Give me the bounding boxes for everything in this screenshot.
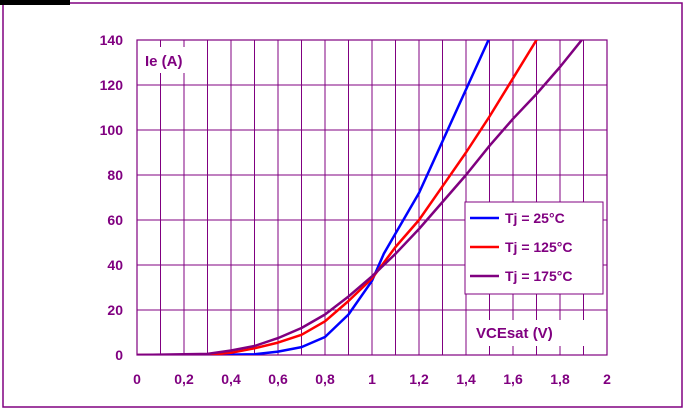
x-tick-label: 0,4 [221,371,241,387]
corner-tab [0,0,70,5]
x-tick-label: 0,6 [268,371,288,387]
x-tick-label: 1,8 [550,371,570,387]
y-tick-label: 140 [100,32,124,48]
series-line-1 [137,40,490,355]
y-tick-label: 0 [115,347,123,363]
y-tick-label: 60 [107,212,123,228]
y-tick-label: 80 [107,167,123,183]
x-tick-label: 1,6 [503,371,523,387]
series-line-2 [137,40,538,355]
xlabel-box [470,320,605,346]
legend-label: Tj = 175°C [505,268,572,284]
legend: Tj = 25°C Tj = 125°C Tj = 175°C [464,201,604,295]
legend-label: Tj = 125°C [505,239,572,255]
legend-label: Tj = 25°C [505,210,565,226]
grid-layer [136,39,608,356]
series-line-3 [137,40,584,355]
y-tick-label: 100 [100,122,124,138]
series-layer [137,40,584,355]
y-axis-label: Ie (A) [145,53,183,70]
y-tick-label: 120 [100,77,124,93]
plot-border [136,39,608,356]
x-tick-label: 0,8 [315,371,335,387]
x-tick-label: 1,4 [456,371,476,387]
x-tick-label: 1 [368,371,376,387]
y-tick-label: 40 [107,257,123,273]
ylabel-box [140,47,192,73]
x-tick-label: 1,2 [409,371,429,387]
x-tick-label: 0 [133,371,141,387]
x-tick-label: 2 [603,371,611,387]
y-tick-label: 20 [107,302,123,318]
x-tick-label: 0,2 [174,371,194,387]
tick-layer: 0 0,2 0,4 0,6 0,8 1 1,2 1,4 1,6 1,8 20204060801001… [100,32,611,387]
x-axis-label: VCEsat (V) [476,325,553,342]
